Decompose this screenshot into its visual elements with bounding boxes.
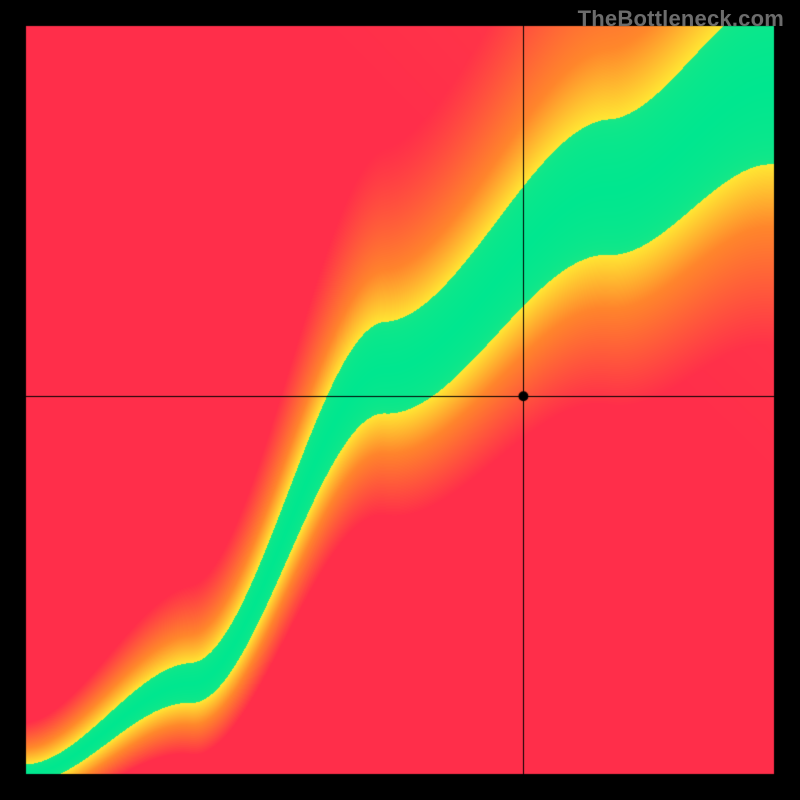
watermark-text: TheBottleneck.com	[578, 6, 784, 32]
bottleneck-heatmap-canvas	[0, 0, 800, 800]
chart-container: TheBottleneck.com	[0, 0, 800, 800]
